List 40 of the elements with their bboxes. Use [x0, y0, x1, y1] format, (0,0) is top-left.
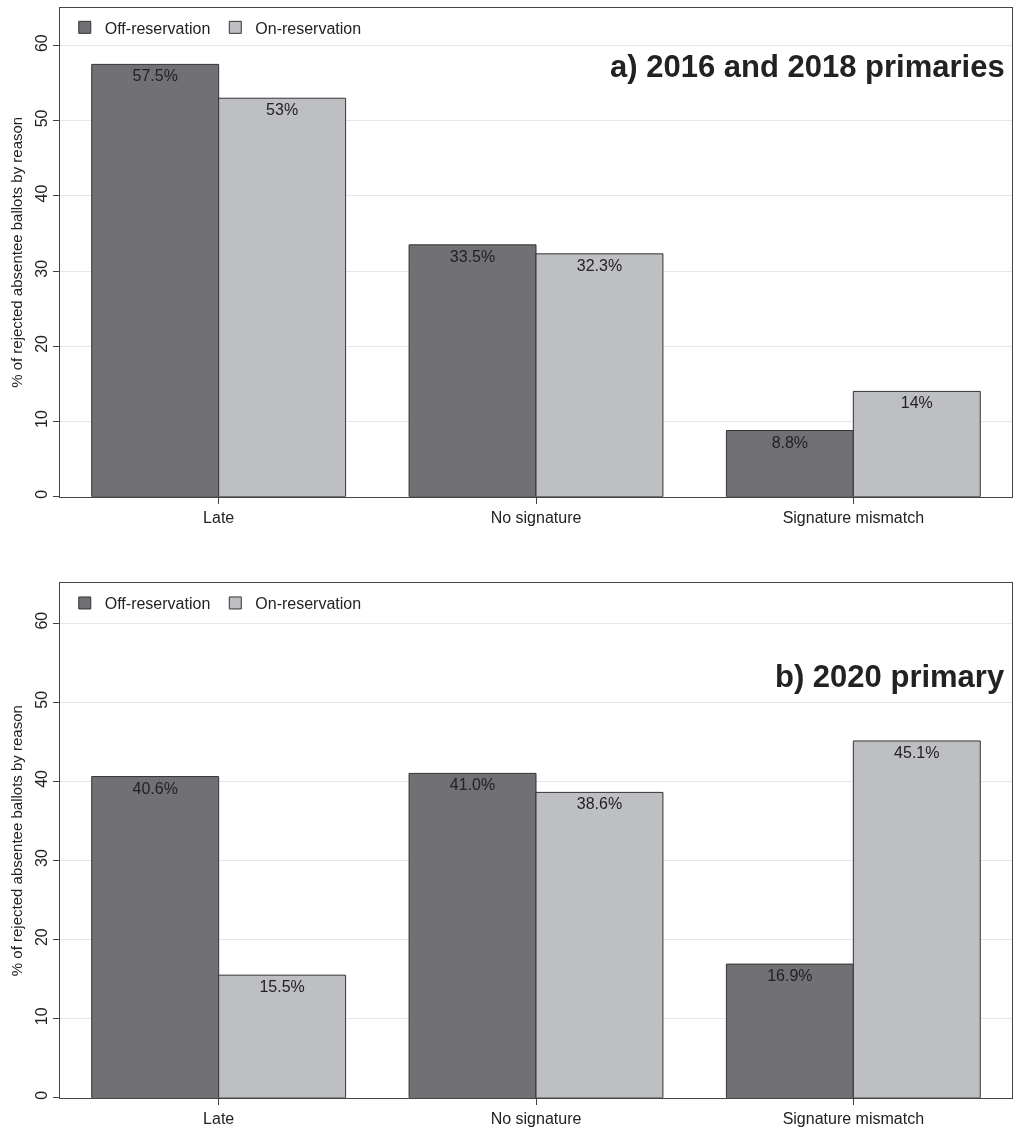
y-tick-label: 0: [32, 1090, 50, 1100]
data-label: 16.9%: [767, 967, 813, 985]
y-tick-label: 60: [32, 34, 50, 53]
y-tick-label: 30: [32, 849, 50, 867]
data-label: 38.6%: [576, 795, 623, 813]
x-tick-label: Late: [203, 508, 235, 526]
y-tick-label: 10: [32, 410, 50, 428]
x-tick-label: Late: [203, 1110, 235, 1128]
data-label: 40.6%: [132, 779, 178, 797]
y-axis-title: % of rejected absentee ballots by reason: [7, 116, 25, 388]
legend-label: On-reservation: [255, 595, 362, 613]
legend-label: On-reservation: [255, 19, 362, 37]
y-tick-label: 10: [32, 1007, 50, 1026]
y-tick-label: 20: [32, 928, 50, 947]
y-tick-label: 60: [32, 611, 50, 630]
text: a) 2016 and 2018 primaries: [610, 49, 1005, 84]
data-label: 45.1%: [894, 743, 940, 761]
y-tick-label: 40: [32, 184, 50, 203]
data-label: 15.5%: [259, 978, 305, 996]
data-label: 41.0%: [449, 776, 496, 794]
y-tick-label: 30: [32, 259, 50, 278]
x-tick-label: No signature: [490, 508, 582, 526]
data-label: 53%: [266, 101, 299, 119]
y-tick-label: 40: [32, 769, 50, 788]
y-tick-label: 0: [32, 489, 50, 499]
text: b) 2020 primary: [775, 659, 1005, 694]
y-tick-label: 50: [32, 109, 50, 128]
data-label: 32.3%: [576, 256, 623, 274]
legend-label: Off-reservation: [104, 595, 211, 613]
y-axis-title: % of rejected absentee ballots by reason: [7, 705, 25, 977]
data-label: 8.8%: [771, 433, 809, 451]
x-tick-label: Signature mismatch: [782, 1110, 925, 1128]
x-tick-label: No signature: [490, 1110, 582, 1128]
y-tick-label: 50: [32, 690, 50, 709]
legend-label: Off-reservation: [104, 19, 211, 37]
data-label: 33.5%: [449, 247, 496, 265]
y-tick-label: 20: [32, 334, 50, 353]
data-label: 14%: [900, 394, 933, 412]
x-tick-label: Signature mismatch: [782, 508, 925, 526]
data-label: 57.5%: [132, 67, 178, 85]
